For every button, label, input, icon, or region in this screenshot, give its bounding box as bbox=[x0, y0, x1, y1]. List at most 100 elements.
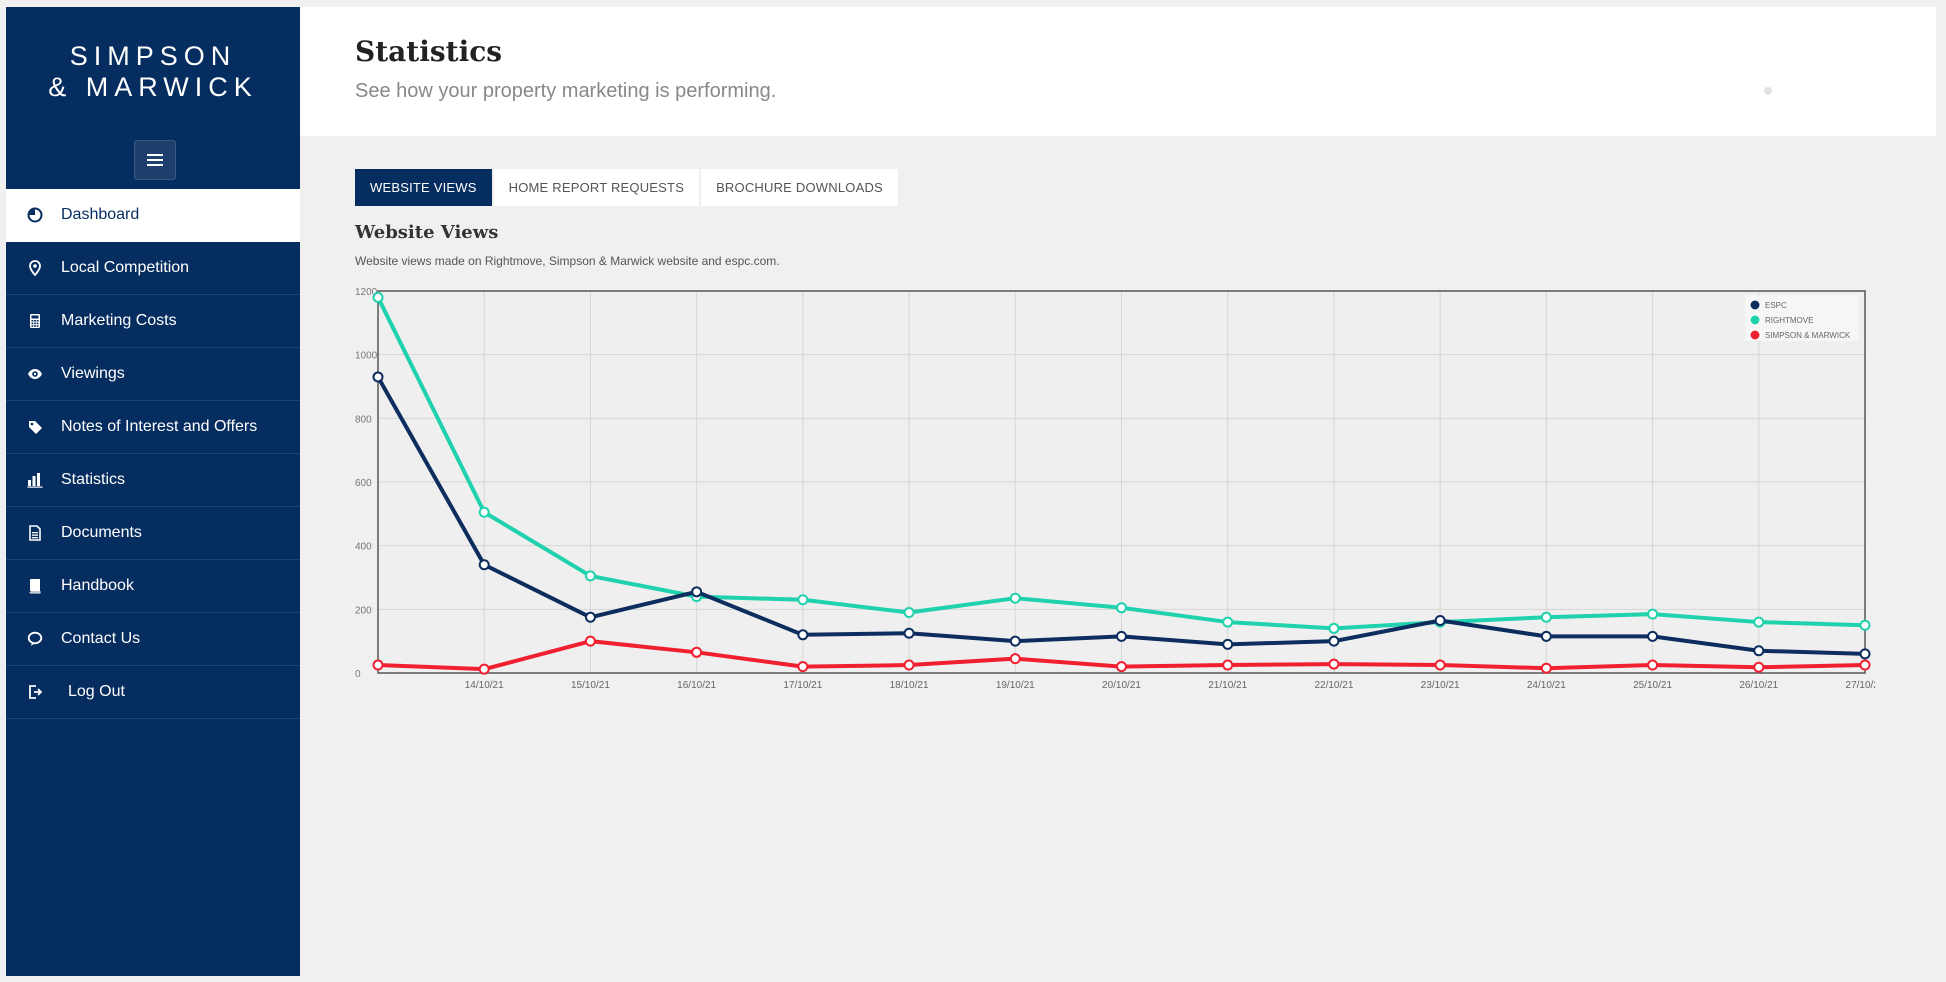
map-pin-icon bbox=[26, 259, 44, 277]
sidebar-item-label: Documents bbox=[61, 524, 142, 541]
data-point bbox=[1859, 619, 1871, 631]
line-chart: 0 200 400 600 800 1000 1200 14/10/21 15/10/21 16/… bbox=[355, 287, 1885, 691]
x-tick-label: 14/10/21 bbox=[465, 680, 504, 691]
calculator-icon bbox=[26, 312, 44, 330]
decorative-dot bbox=[1764, 87, 1772, 95]
sidebar-item-contact-us[interactable]: Contact Us bbox=[6, 613, 300, 666]
brand-line-1: SIMPSON bbox=[69, 41, 237, 71]
sidebar-item-log-out[interactable]: Log Out bbox=[6, 666, 300, 719]
sidebar-item-label: Handbook bbox=[61, 577, 134, 594]
sidebar-item-viewings[interactable]: Viewings bbox=[6, 348, 300, 401]
x-tick-label: 27/10/21 bbox=[1846, 680, 1875, 691]
data-point bbox=[1434, 659, 1446, 671]
x-tick-label: 23/10/21 bbox=[1421, 680, 1460, 691]
data-point bbox=[903, 607, 915, 619]
page-header: Statistics See how your property marketi… bbox=[300, 7, 1936, 136]
sidebar-item-label: Viewings bbox=[61, 365, 125, 382]
data-point bbox=[1859, 648, 1871, 660]
data-point bbox=[691, 646, 703, 658]
sidebar-item-notes-of-interest[interactable]: Notes of Interest and Offers bbox=[6, 401, 300, 454]
dashboard-icon bbox=[26, 206, 44, 224]
page-title: Statistics bbox=[355, 35, 503, 68]
y-tick-label: 400 bbox=[355, 542, 372, 553]
x-tick-label: 22/10/21 bbox=[1314, 680, 1353, 691]
legend-swatch bbox=[1749, 299, 1761, 311]
y-tick-label: 1000 bbox=[355, 351, 378, 362]
data-point bbox=[797, 661, 809, 673]
data-point bbox=[1434, 614, 1446, 626]
y-tick-label: 1200 bbox=[355, 287, 378, 298]
data-point bbox=[1540, 611, 1552, 623]
menu-toggle-button[interactable] bbox=[134, 140, 176, 180]
sidebar-item-label: Marketing Costs bbox=[61, 312, 177, 329]
data-point bbox=[584, 635, 596, 647]
data-point bbox=[691, 586, 703, 598]
sidebar-item-label: Notes of Interest and Offers bbox=[61, 418, 258, 435]
legend-label: ESPC bbox=[1765, 301, 1787, 310]
tab-brochure-downloads[interactable]: BROCHURE DOWNLOADS bbox=[701, 169, 898, 206]
tab-website-views[interactable]: WEBSITE VIEWS bbox=[355, 169, 492, 206]
section-title: Website Views bbox=[355, 222, 499, 243]
data-point bbox=[478, 663, 490, 675]
x-tick-label: 24/10/21 bbox=[1527, 680, 1566, 691]
sidebar-item-documents[interactable]: Documents bbox=[6, 507, 300, 560]
data-point bbox=[478, 559, 490, 571]
x-tick-label: 15/10/21 bbox=[571, 680, 610, 691]
legend-label: SIMPSON & MARWICK bbox=[1765, 331, 1851, 340]
data-point bbox=[1222, 659, 1234, 671]
x-tick-label: 16/10/21 bbox=[677, 680, 716, 691]
data-point bbox=[478, 506, 490, 518]
data-point bbox=[903, 627, 915, 639]
data-point bbox=[1540, 662, 1552, 674]
bar-chart-icon bbox=[26, 471, 44, 489]
sidebar-item-handbook[interactable]: Handbook bbox=[6, 560, 300, 613]
data-point bbox=[584, 570, 596, 582]
stats-tabs: WEBSITE VIEWS HOME REPORT REQUESTS BROCH… bbox=[355, 169, 898, 206]
sidebar-item-marketing-costs[interactable]: Marketing Costs bbox=[6, 295, 300, 348]
data-point bbox=[1647, 608, 1659, 620]
data-point bbox=[372, 291, 384, 303]
y-tick-label: 200 bbox=[355, 605, 372, 616]
plot-border bbox=[377, 290, 1866, 674]
legend-label: RIGHTMOVE bbox=[1765, 316, 1813, 325]
data-point bbox=[372, 659, 384, 671]
data-point bbox=[1116, 630, 1127, 642]
eye-icon bbox=[26, 365, 44, 383]
x-tick-label: 25/10/21 bbox=[1633, 680, 1672, 691]
data-point bbox=[1222, 638, 1234, 650]
y-tick-label: 0 bbox=[355, 669, 361, 680]
data-point bbox=[372, 371, 384, 383]
data-point bbox=[1009, 592, 1021, 604]
x-tick-label: 20/10/21 bbox=[1102, 680, 1141, 691]
x-tick-label: 18/10/21 bbox=[890, 680, 929, 691]
legend-swatch bbox=[1749, 329, 1761, 341]
x-tick-label: 21/10/21 bbox=[1208, 680, 1247, 691]
sidebar-item-local-competition[interactable]: Local Competition bbox=[6, 242, 300, 295]
sidebar-item-dashboard[interactable]: Dashboard bbox=[6, 189, 300, 242]
data-point bbox=[1009, 635, 1021, 647]
data-point bbox=[1540, 630, 1552, 642]
data-point bbox=[1859, 659, 1871, 671]
x-tick-label: 17/10/21 bbox=[783, 680, 822, 691]
data-point bbox=[1753, 661, 1765, 673]
data-point bbox=[1116, 661, 1127, 673]
tab-home-report-requests[interactable]: HOME REPORT REQUESTS bbox=[493, 169, 700, 206]
sidebar-item-statistics[interactable]: Statistics bbox=[6, 454, 300, 507]
sidebar-item-label: Local Competition bbox=[61, 259, 190, 276]
sidebar-item-label: Dashboard bbox=[61, 206, 140, 223]
logout-icon bbox=[26, 683, 44, 701]
data-point bbox=[797, 594, 809, 606]
data-point bbox=[797, 629, 809, 641]
tag-icon bbox=[26, 418, 44, 436]
data-point bbox=[1647, 659, 1659, 671]
page-subtitle: See how your property marketing is perfo… bbox=[355, 80, 777, 102]
legend-box bbox=[1745, 295, 1859, 341]
data-point bbox=[584, 611, 596, 623]
legend-swatch bbox=[1749, 314, 1761, 326]
brand-logo[interactable]: SIMPSON & MARWICK bbox=[6, 41, 300, 103]
sidebar-item-label: Contact Us bbox=[61, 630, 141, 647]
data-point bbox=[1753, 616, 1765, 628]
y-tick-label: 800 bbox=[355, 414, 372, 425]
data-point bbox=[1328, 658, 1340, 670]
speech-bubble-icon bbox=[26, 630, 44, 648]
